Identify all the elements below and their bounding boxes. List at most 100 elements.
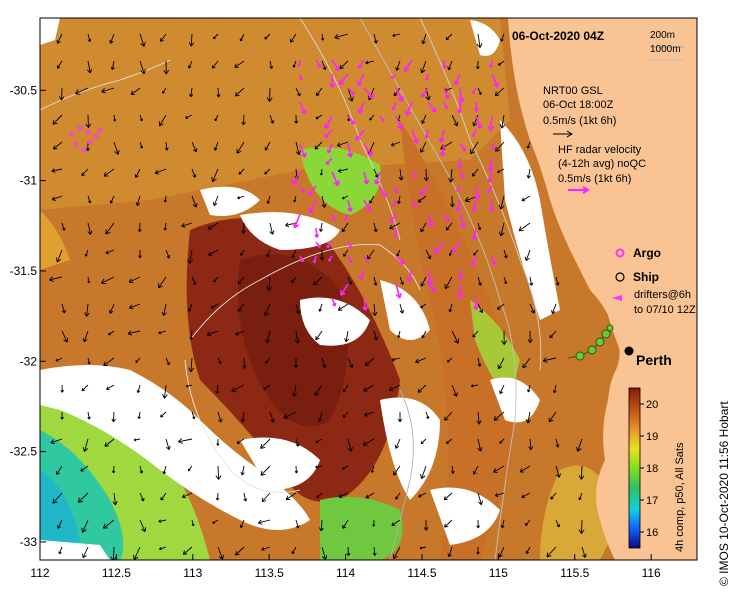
gsl-arrow xyxy=(473,249,479,256)
gsl-arrow xyxy=(372,303,378,317)
gsl-arrow xyxy=(417,384,427,393)
hf-arrow xyxy=(379,115,385,123)
gsl-arrow xyxy=(162,465,167,475)
gsl-arrow xyxy=(291,384,298,397)
gsl-arrow xyxy=(529,303,536,314)
gsl-arrow xyxy=(163,222,168,231)
hf-arrow xyxy=(411,199,418,208)
gsl-scale-arrow-icon xyxy=(553,130,573,138)
gsl-arrow xyxy=(395,60,401,71)
gsl-arrow xyxy=(341,222,349,233)
hf-arrow xyxy=(389,213,397,223)
colorbar-tick-label: 16 xyxy=(646,527,658,539)
gsl-arrow xyxy=(139,519,147,532)
hf-arrow xyxy=(471,129,477,138)
hf-arrow xyxy=(346,143,354,158)
gsl-arrow xyxy=(290,33,297,43)
hf-arrow xyxy=(489,59,494,68)
hf-arrow xyxy=(458,269,464,280)
gsl-arrow xyxy=(112,492,118,506)
gsl-arrow xyxy=(420,465,427,479)
gsl-arrow xyxy=(165,438,171,450)
gsl-arrow xyxy=(207,222,219,230)
hf-arrow xyxy=(326,241,333,249)
hf-arrow xyxy=(411,171,418,179)
gsl-arrow xyxy=(519,465,531,473)
gsl-arrow xyxy=(260,438,271,449)
gsl-arrow xyxy=(82,546,89,559)
hf-arrow xyxy=(291,171,301,186)
gsl-arrow xyxy=(372,546,377,556)
gsl-arrow xyxy=(265,357,271,364)
hf-arrow xyxy=(456,283,464,299)
hf-arrow xyxy=(487,171,493,183)
hf-arrow xyxy=(312,255,317,264)
gsl-arrow xyxy=(191,141,198,153)
gsl-arrow xyxy=(334,33,349,40)
gsl-arrow xyxy=(188,357,195,373)
y-tick-label: -32 xyxy=(20,354,38,368)
gsl-arrow xyxy=(397,411,403,423)
gsl-arrow xyxy=(394,438,401,449)
gsl-arrow xyxy=(160,492,167,501)
gsl-arrow xyxy=(187,465,193,472)
gsl-arrow xyxy=(235,546,245,556)
gsl-arrow xyxy=(215,384,220,394)
gsl-arrow xyxy=(389,222,401,230)
gsl-arrow xyxy=(185,384,193,388)
gsl-arrow xyxy=(314,141,323,150)
gsl-arrow xyxy=(397,195,401,205)
gsl-arrow xyxy=(498,195,505,210)
gsl-arrow xyxy=(316,492,323,499)
gsl-arrow xyxy=(189,330,194,341)
hf-arrow xyxy=(473,297,479,310)
hf-arrow xyxy=(457,87,465,103)
gsl-arrow xyxy=(343,249,349,257)
gsl-arrow xyxy=(318,303,323,312)
hf-arrow xyxy=(324,115,333,130)
hf-arrow xyxy=(347,255,353,264)
gsl-arrow xyxy=(160,33,167,42)
y-axis: -30.5 -31 -31.5 -32 -32.5 -33 xyxy=(10,83,46,549)
gsl-arrow xyxy=(128,276,141,284)
gsl-arrow xyxy=(234,60,245,68)
gsl-arrow xyxy=(163,195,167,203)
hf-arrow xyxy=(439,143,446,157)
x-tick-label: 114 xyxy=(336,566,355,580)
gsl-arrow xyxy=(139,465,144,474)
gsl-arrow xyxy=(295,141,302,156)
gsl-arrow xyxy=(447,60,453,71)
x-tick-label: 113.5 xyxy=(255,566,284,580)
gsl-arrow xyxy=(555,438,560,448)
hf-arrow xyxy=(471,255,477,267)
gsl-arrow xyxy=(315,114,323,120)
gsl-arrow xyxy=(578,492,583,501)
gsl-arrow xyxy=(363,384,375,392)
gsl-arrow xyxy=(85,114,92,128)
gsl-arrow xyxy=(470,384,479,388)
hf-arrow xyxy=(442,59,447,69)
gsl-arrow xyxy=(157,276,167,289)
gsl-arrow xyxy=(472,114,479,127)
gsl-arrow xyxy=(240,411,246,423)
hf-arrow xyxy=(394,185,399,194)
gsl-arrow xyxy=(521,195,531,202)
gsl-arrow xyxy=(548,411,557,423)
y-tick-label: -30.5 xyxy=(10,83,38,97)
gsl-arrow xyxy=(269,411,275,423)
gsl-arrow xyxy=(243,492,248,502)
gsl-arrow xyxy=(522,357,531,369)
hf-arrow xyxy=(363,171,370,185)
gsl-arrow xyxy=(524,519,531,526)
gsl-arrow xyxy=(159,546,167,551)
gsl-arrow xyxy=(319,249,325,261)
hf-arrow xyxy=(314,227,320,238)
gsl-arrow xyxy=(182,546,193,555)
gsl-arrow xyxy=(101,276,115,285)
gsl-arrow xyxy=(291,546,297,555)
gsl-arrow xyxy=(524,249,531,262)
gsl-arrow xyxy=(133,546,141,560)
gsl-arrow xyxy=(347,276,353,285)
gsl-arrow xyxy=(294,330,301,344)
gsl-arrow xyxy=(420,60,427,74)
